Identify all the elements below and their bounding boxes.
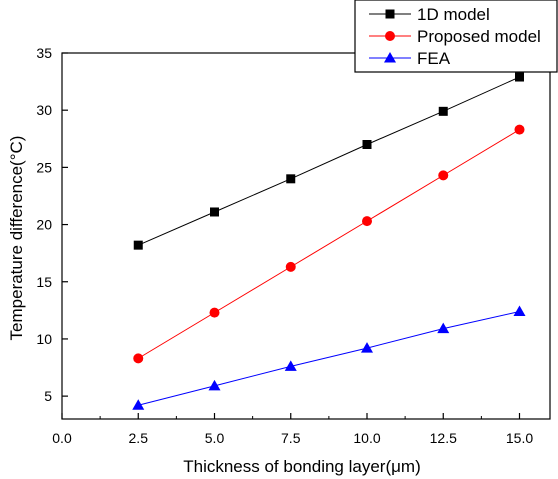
series-line [137, 129, 520, 359]
x-tick-label: 10.0 [353, 430, 380, 446]
data-point [284, 360, 297, 371]
legend-label: FEA [417, 49, 451, 68]
y-tick-label: 25 [36, 159, 52, 175]
data-point [438, 170, 449, 181]
x-axis: 0.0 2.5 5.0 7.5 10.0 12.5 15.0 [52, 413, 533, 446]
legend-marker [384, 52, 396, 63]
data-point [285, 261, 296, 272]
plot-frame [61, 52, 551, 420]
y-axis: 5 10 15 20 25 30 35 [36, 45, 68, 404]
series-0 [133, 72, 524, 250]
y-tick-label: 35 [36, 45, 52, 61]
x-tick-label: 12.5 [430, 430, 457, 446]
data-point [133, 353, 144, 364]
x-tick-label: 7.5 [281, 430, 301, 446]
y-tick-label: 30 [36, 102, 52, 118]
x-axis-label: Thickness of bonding layer(μm) [183, 457, 421, 476]
x-tick-label: 0.0 [52, 430, 72, 446]
plot-border [61, 52, 551, 420]
data-point [361, 342, 373, 353]
x-tick-label: 2.5 [129, 430, 149, 446]
data-point [210, 207, 219, 217]
y-tick-label: 5 [44, 388, 52, 404]
data-point [132, 399, 145, 410]
data-point [208, 379, 221, 391]
legend-marker [385, 31, 395, 41]
data-point [362, 140, 372, 149]
data-point [209, 307, 220, 318]
legend-marker [385, 9, 395, 19]
y-tick-label: 15 [36, 274, 52, 290]
series-1 [133, 124, 525, 364]
data-point [513, 305, 526, 316]
legend: 1D model Proposed model FEA [354, 0, 558, 73]
data-point [438, 106, 448, 116]
data-point [515, 72, 524, 82]
data-point [514, 124, 525, 135]
data-point [286, 174, 296, 184]
y-axis-label: Temperature difference(°C) [7, 136, 26, 341]
x-tick-label: 5.0 [205, 430, 225, 446]
series-layer [132, 72, 526, 410]
legend-label: 1D model [417, 5, 490, 24]
series-line [138, 76, 520, 246]
y-tick-label: 10 [36, 331, 52, 347]
legend-label: Proposed model [417, 27, 541, 46]
series-line [138, 310, 520, 406]
data-point [362, 216, 372, 227]
data-point [133, 240, 143, 250]
data-point [437, 322, 450, 334]
x-tick-label: 15.0 [506, 430, 533, 446]
y-tick-label: 20 [36, 217, 52, 233]
series-2 [132, 305, 526, 410]
